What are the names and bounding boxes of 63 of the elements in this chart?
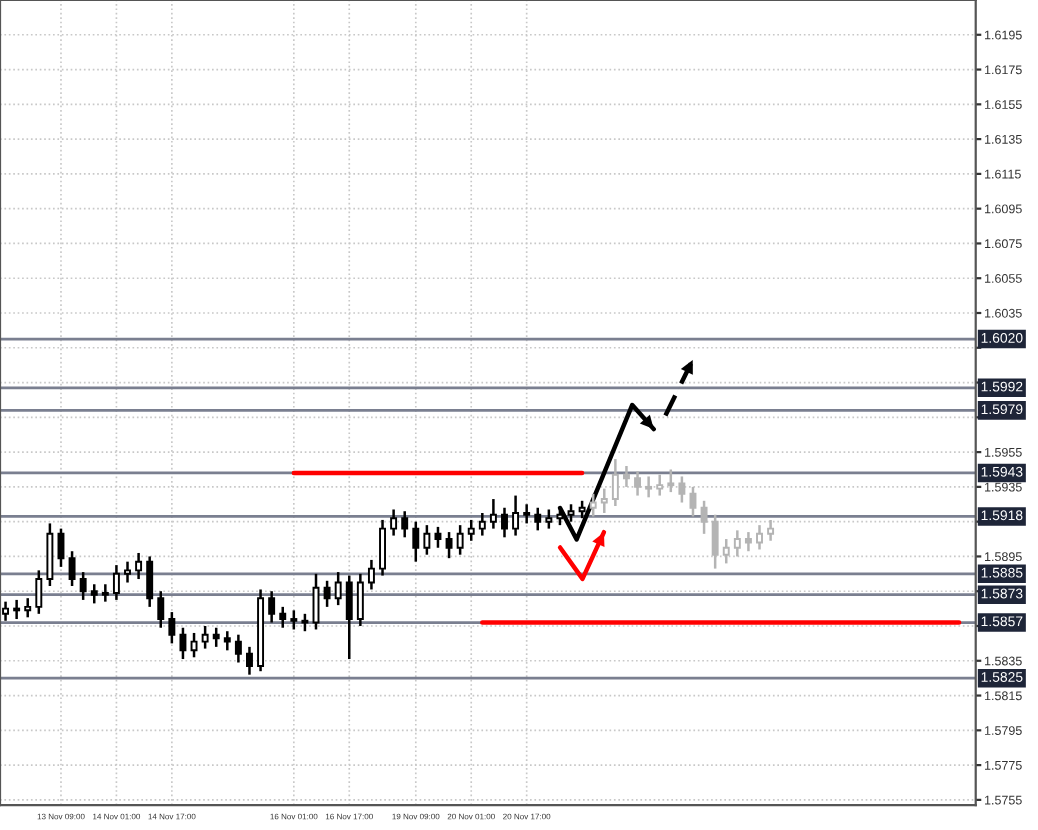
candlestick bbox=[722, 537, 730, 565]
candlestick bbox=[600, 487, 608, 515]
candlestick bbox=[656, 473, 664, 497]
candlestick bbox=[201, 624, 209, 650]
candlestick bbox=[501, 506, 508, 539]
candlestick bbox=[401, 509, 409, 539]
candlestick bbox=[2, 600, 10, 623]
candlestick bbox=[124, 560, 131, 584]
candlestick bbox=[323, 579, 331, 609]
candlestick bbox=[179, 626, 187, 661]
candlestick bbox=[478, 511, 486, 537]
candlestick bbox=[246, 645, 253, 676]
candlestick bbox=[212, 626, 220, 649]
candlestick bbox=[423, 523, 431, 556]
candlestick bbox=[534, 506, 542, 532]
candlestick bbox=[744, 530, 752, 553]
candlestick bbox=[90, 583, 98, 605]
candlestick bbox=[146, 555, 154, 609]
candlestick bbox=[412, 520, 420, 563]
candlestick bbox=[334, 570, 342, 607]
candlestick bbox=[456, 523, 464, 556]
candlestick bbox=[523, 503, 531, 525]
candlestick bbox=[611, 457, 619, 508]
candlestick bbox=[756, 523, 763, 551]
candlestick bbox=[733, 529, 741, 558]
candlestick bbox=[512, 494, 520, 537]
candlestick bbox=[379, 518, 386, 577]
candlestick bbox=[390, 508, 398, 537]
candlestick bbox=[622, 464, 630, 489]
candlestick bbox=[223, 629, 231, 652]
candlestick bbox=[268, 589, 276, 624]
candlestick bbox=[135, 551, 143, 581]
candlestick bbox=[279, 605, 287, 629]
candlestick bbox=[112, 563, 120, 602]
candlestick bbox=[589, 492, 597, 518]
candlestick bbox=[79, 570, 87, 602]
candlestick bbox=[700, 499, 708, 536]
candlestick bbox=[68, 549, 76, 588]
candlestick bbox=[345, 574, 353, 661]
candlestick bbox=[157, 589, 165, 629]
candlestick bbox=[46, 522, 54, 588]
candlestick bbox=[689, 485, 697, 518]
candlestick bbox=[356, 572, 364, 628]
candlestick bbox=[35, 569, 43, 616]
candlestick bbox=[24, 596, 32, 619]
candlestick bbox=[13, 598, 21, 621]
candlestick bbox=[711, 513, 719, 570]
candlestick bbox=[234, 633, 242, 664]
candlestick bbox=[645, 475, 653, 499]
candlestick bbox=[290, 609, 298, 631]
candlestick bbox=[767, 518, 775, 543]
candlestick bbox=[489, 497, 497, 530]
candlestick bbox=[190, 631, 198, 659]
candlestick bbox=[434, 525, 442, 549]
candlestick bbox=[168, 610, 176, 645]
candlestick bbox=[467, 518, 475, 543]
candlestick bbox=[367, 558, 375, 591]
candlestick bbox=[678, 475, 686, 504]
candlestick bbox=[445, 530, 453, 560]
candlestick bbox=[634, 469, 642, 497]
candlestick bbox=[545, 508, 553, 530]
candlestick bbox=[667, 468, 675, 494]
candlestick bbox=[101, 583, 109, 603]
